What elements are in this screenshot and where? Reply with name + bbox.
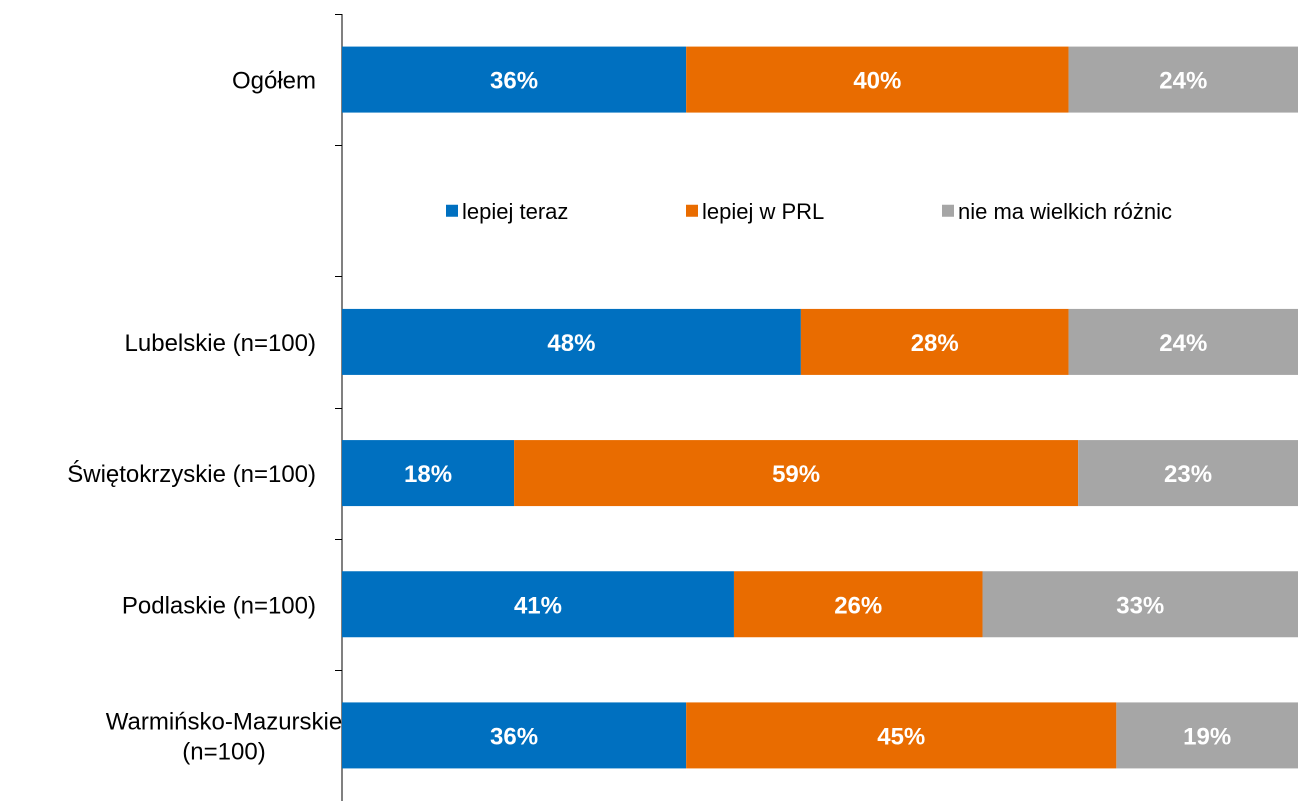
legend-label: lepiej teraz: [462, 199, 568, 224]
bar-segment: [342, 308, 801, 375]
data-label: 28%: [911, 330, 959, 357]
data-label: 23%: [1164, 461, 1212, 488]
bar-segment: [1078, 440, 1298, 507]
data-label: 40%: [853, 68, 901, 95]
category-label: Warmińsko-Mazurskie: [106, 708, 342, 735]
data-label: 33%: [1116, 592, 1164, 619]
bar-segment: [800, 308, 1069, 375]
bar-segment: [514, 440, 1079, 507]
data-label: 36%: [490, 723, 538, 750]
category-label-group: Ogółem Lubelskie (n=100) Świętokrzyskie (n…: [67, 68, 342, 766]
data-label: 18%: [404, 461, 452, 488]
bar-segment: [1116, 702, 1298, 769]
category-label: (n=100): [182, 738, 265, 765]
bar-segment: [686, 702, 1117, 769]
bar-segment: [982, 571, 1298, 638]
data-label: 26%: [834, 592, 882, 619]
data-label: 36%: [490, 68, 538, 95]
bar-segment: [342, 571, 734, 638]
bar-segment: [342, 440, 515, 507]
bar-segment: [342, 702, 687, 769]
bar-segment: [1068, 308, 1298, 375]
data-label: 19%: [1183, 723, 1231, 750]
category-axis: [335, 14, 343, 801]
data-label: 45%: [877, 723, 925, 750]
bar-segment: [686, 46, 1069, 113]
category-label: Świętokrzyskie (n=100): [67, 460, 316, 488]
legend-label: lepiej w PRL: [702, 199, 824, 224]
bar-segment: [342, 46, 687, 113]
data-label: 24%: [1159, 68, 1207, 95]
bar-series-group: 36% 40% 24% 48% 28% 24% 18% 59% 23% 41% 26% 33% 36% 4…: [342, 46, 1298, 769]
legend-swatch: [942, 204, 954, 217]
legend-swatch: [446, 204, 458, 217]
data-label: 41%: [514, 592, 562, 619]
legend-label: nie ma wielkich różnic: [958, 199, 1172, 224]
data-label: 48%: [547, 330, 595, 357]
bar-segment: [733, 571, 983, 638]
bar-segment: [1068, 46, 1298, 113]
category-label: Ogółem: [232, 68, 316, 95]
legend-swatch: [686, 204, 698, 217]
category-label: Podlaskie (n=100): [122, 592, 316, 619]
legend: lepiej teraz lepiej w PRL nie ma wielkich …: [446, 199, 1172, 224]
category-label: Lubelskie (n=100): [125, 330, 316, 357]
data-label: 24%: [1159, 330, 1207, 357]
data-label: 59%: [772, 461, 820, 488]
